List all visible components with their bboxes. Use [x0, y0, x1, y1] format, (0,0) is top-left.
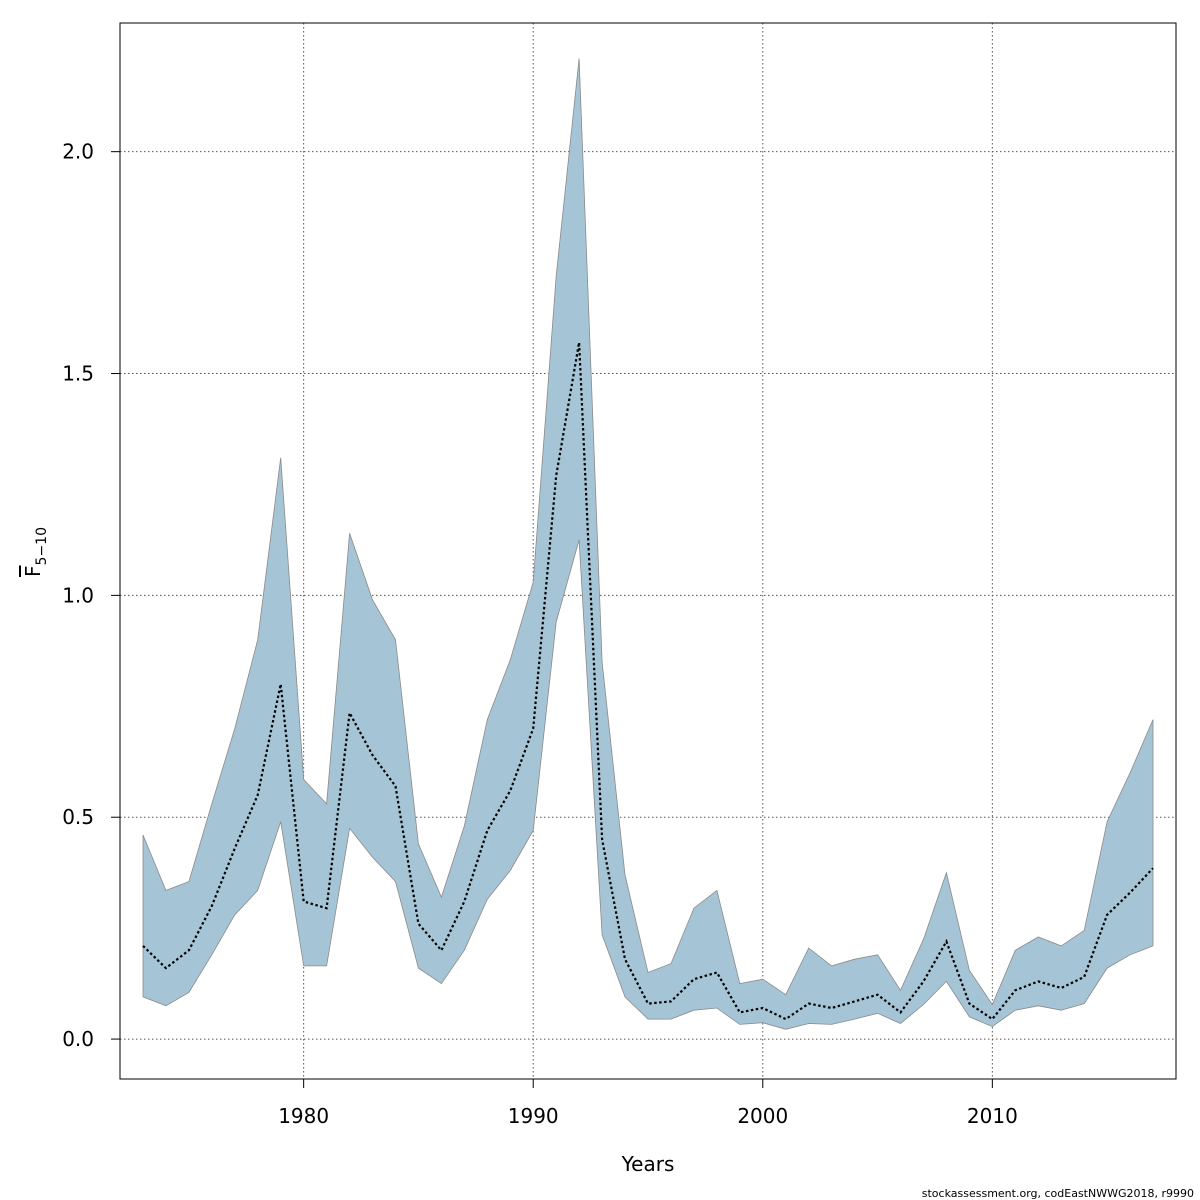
x-tick-label: 1990 [508, 1104, 559, 1128]
y-axis: 0.0 0.5 1.0 1.5 2.0 [62, 140, 120, 1051]
y-tick-label: 2.0 [62, 140, 94, 164]
x-axis: 1980 1990 2000 2010 [278, 1079, 1018, 1128]
x-tick-label: 2010 [967, 1104, 1018, 1128]
y-axis-title-subscript: 5−10 [34, 527, 50, 565]
confidence-band-area [142, 58, 1154, 1030]
y-tick-label: 0.5 [62, 805, 94, 829]
y-axis-title-main: F [21, 565, 45, 577]
x-tick-label: 2000 [737, 1104, 788, 1128]
footer-credit: stockassessment.org, codEastNWWG2018, r9… [922, 1187, 1194, 1200]
svg-text:F5−10: F5−10 [21, 527, 50, 577]
estimate-line [142, 342, 1154, 1021]
x-axis-title: Years [621, 1152, 675, 1176]
confidence-band [142, 58, 1154, 1030]
plot-frame [119, 22, 1177, 1080]
y-axis-title: F5−10 [21, 527, 50, 577]
x-tick-label: 1980 [278, 1104, 329, 1128]
y-tick-label: 1.5 [62, 362, 94, 386]
y-tick-label: 0.0 [62, 1027, 94, 1051]
series-line-estimate [142, 342, 1154, 1021]
y-tick-label: 1.0 [62, 583, 94, 607]
